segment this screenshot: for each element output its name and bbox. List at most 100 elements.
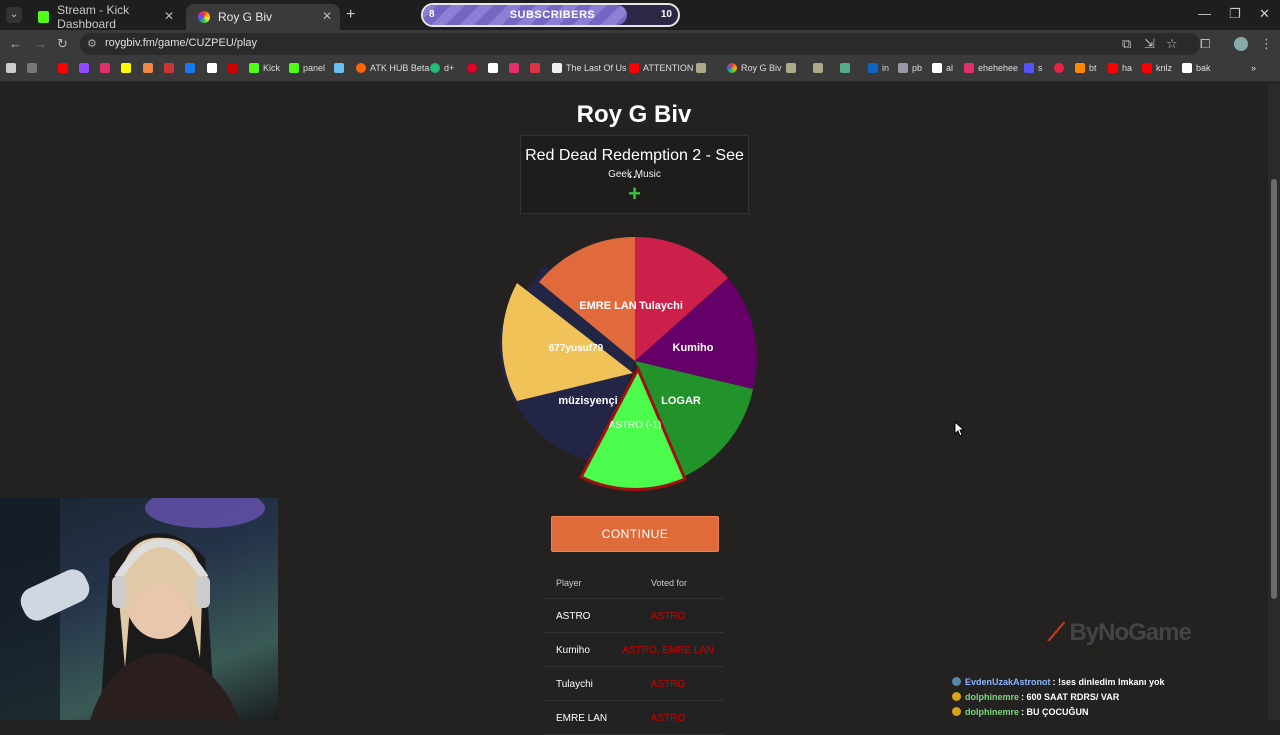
bookmark-s[interactable]: s	[1024, 63, 1043, 73]
translate-icon[interactable]: ⧉	[1122, 36, 1132, 51]
facebook-icon[interactable]	[185, 63, 199, 73]
bookmark-ehehehee[interactable]: ehehehee	[964, 63, 1018, 73]
instagram-icon[interactable]	[100, 63, 114, 73]
close-window-icon[interactable]: ✕	[1259, 6, 1270, 21]
wheel-label-tulaychi: Tulaychi	[639, 300, 683, 312]
wheel-label-677yusuf79: 677yusuf79	[549, 343, 604, 354]
voted-for: ASTRO	[650, 679, 686, 690]
player-name: Kumiho	[556, 645, 590, 656]
close-icon[interactable]: ✕	[321, 9, 332, 23]
webcam-overlay	[0, 498, 278, 720]
tab-label: Stream - Kick Dashboard	[57, 3, 130, 31]
address-bar-row: ← → ↻ ⚙ roygbiv.fm/game/CUZPEU/play ⧉ ⇲ …	[0, 30, 1280, 58]
kick-icon	[38, 11, 50, 23]
profile-avatar[interactable]	[1234, 37, 1248, 51]
tab-kick-dashboard[interactable]: Stream - Kick Dashboard ✕	[26, 3, 182, 31]
bookmark-star-icon[interactable]: ☆	[1166, 36, 1178, 51]
chat-text: : 600 SAAT RDRS/ VAR	[1021, 691, 1120, 702]
pinterest-icon[interactable]	[467, 63, 481, 73]
votes-table: Player Voted for ASTRO ASTRO Kumiho ASTRO,…	[544, 567, 724, 735]
wheel-slice-emre-lan[interactable]	[539, 236, 635, 361]
site-info-icon[interactable]: ⚙	[87, 38, 97, 50]
url-field[interactable]: ⚙ roygbiv.fm/game/CUZPEU/play	[80, 33, 1200, 55]
header-player: Player	[556, 578, 582, 588]
wheel-slice-tulaychi[interactable]	[635, 236, 728, 361]
tab-search-button[interactable]: ⌄	[6, 7, 22, 23]
x-icon[interactable]	[207, 63, 221, 73]
instagram-icon[interactable]	[509, 63, 523, 73]
bookmark-dplus[interactable]: d+	[430, 63, 454, 73]
bookmark-attention[interactable]: ATTENTION	[629, 63, 693, 73]
player-name: ASTRO	[556, 611, 591, 622]
instagram-icon	[964, 63, 974, 73]
mouse-cursor-icon	[954, 421, 966, 437]
chat-message: EvdenUzakAstronot: !ses dinledim lmkanı …	[952, 674, 1272, 689]
bookmark-linkedin[interactable]: in	[868, 63, 889, 73]
grid-icon[interactable]	[27, 63, 41, 73]
bookmark-icon[interactable]	[164, 63, 178, 73]
subscriber-target: 10	[660, 9, 672, 20]
scrollbar[interactable]	[1268, 83, 1280, 720]
continue-button[interactable]: CONTINUE	[551, 516, 719, 552]
player-wheel[interactable]: Tulaychi Kumiho LOGAR ASTRO (-1) müzisye…	[500, 236, 760, 492]
bookmark-bak[interactable]: bak	[1182, 63, 1211, 73]
youtube-icon[interactable]	[58, 63, 72, 73]
bookmark-icon[interactable]	[840, 63, 854, 73]
kick-icon	[249, 63, 259, 73]
badge-icon	[952, 707, 961, 716]
install-icon[interactable]: ⇲	[1144, 36, 1155, 51]
close-icon[interactable]: ✕	[163, 9, 174, 23]
wheel-slice-677yusuf79[interactable]	[502, 283, 633, 401]
extensions-icon[interactable]: ⧠	[1200, 36, 1211, 51]
chat-username: dolphinemre	[965, 691, 1020, 702]
scroll-thumb[interactable]	[1271, 179, 1277, 599]
wheel-label-astro: ASTRO (-1)	[609, 420, 662, 431]
dplus-icon	[430, 63, 440, 73]
bookmark-atk-hub[interactable]: ATK HUB Beta	[356, 63, 429, 73]
table-row: Kumiho ASTRO, EMRE LAN	[544, 633, 724, 667]
apps-icon[interactable]	[6, 63, 20, 73]
bookmark-kick[interactable]: Kick	[249, 63, 280, 73]
webcam-image	[0, 498, 265, 720]
menu-icon[interactable]: ⋮	[1260, 36, 1273, 51]
s-icon	[1024, 63, 1034, 73]
new-tab-button[interactable]: +	[346, 6, 356, 23]
bookmark-icon[interactable]	[228, 63, 242, 73]
snapchat-icon[interactable]	[121, 63, 135, 73]
bookmark-al[interactable]: al	[932, 63, 953, 73]
bookmark-pb[interactable]: pb	[898, 63, 922, 73]
bookmark-roy-g-biv[interactable]: Roy G Biv	[727, 63, 782, 73]
subscriber-goal-fill	[423, 5, 627, 25]
twitch-icon[interactable]	[79, 63, 93, 73]
reload-icon[interactable]: ↻	[57, 36, 68, 51]
wheel-slice-kumiho[interactable]	[635, 278, 758, 389]
atk-icon	[356, 63, 366, 73]
youtube-icon	[1108, 63, 1118, 73]
back-icon[interactable]: ←	[9, 36, 22, 51]
bookmark-ha[interactable]: ha	[1108, 63, 1132, 73]
maximize-icon[interactable]: ❐	[1229, 6, 1241, 21]
bookmark-icon[interactable]	[696, 63, 710, 73]
subscriber-current: 8	[429, 9, 435, 20]
bookmark-icon[interactable]	[813, 63, 827, 73]
song-title: Red Dead Redemption 2 - See ...	[525, 147, 744, 182]
bookmark-panel[interactable]: panel	[289, 63, 325, 73]
bookmark-knlz[interactable]: knlz	[1142, 63, 1172, 73]
bookmark-icon[interactable]	[143, 63, 157, 73]
steam-icon[interactable]	[334, 63, 348, 73]
minimize-icon[interactable]: —	[1198, 6, 1211, 21]
wheel-slice-logar[interactable]	[635, 361, 753, 476]
bookmark-the-last-of-us[interactable]: The Last Of Us	[552, 63, 627, 73]
bookmark-icon[interactable]	[1054, 63, 1068, 73]
more-bookmarks-icon[interactable]: »	[1251, 63, 1257, 73]
bookmark-icon[interactable]	[530, 63, 544, 73]
add-song-button[interactable]: +	[628, 181, 641, 206]
bookmark-icon[interactable]	[786, 63, 800, 73]
wheel-slice-astro[interactable]	[578, 365, 687, 491]
bookmark-icon[interactable]	[488, 63, 502, 73]
tlou-icon	[552, 63, 562, 73]
tab-roy-g-biv[interactable]: Roy G Biv ✕	[186, 4, 340, 30]
forward-icon[interactable]: →	[34, 36, 47, 51]
bookmark-bt[interactable]: bt	[1075, 63, 1097, 73]
chat-overlay: EvdenUzakAstronot: !ses dinledim lmkanı …	[952, 674, 1272, 719]
